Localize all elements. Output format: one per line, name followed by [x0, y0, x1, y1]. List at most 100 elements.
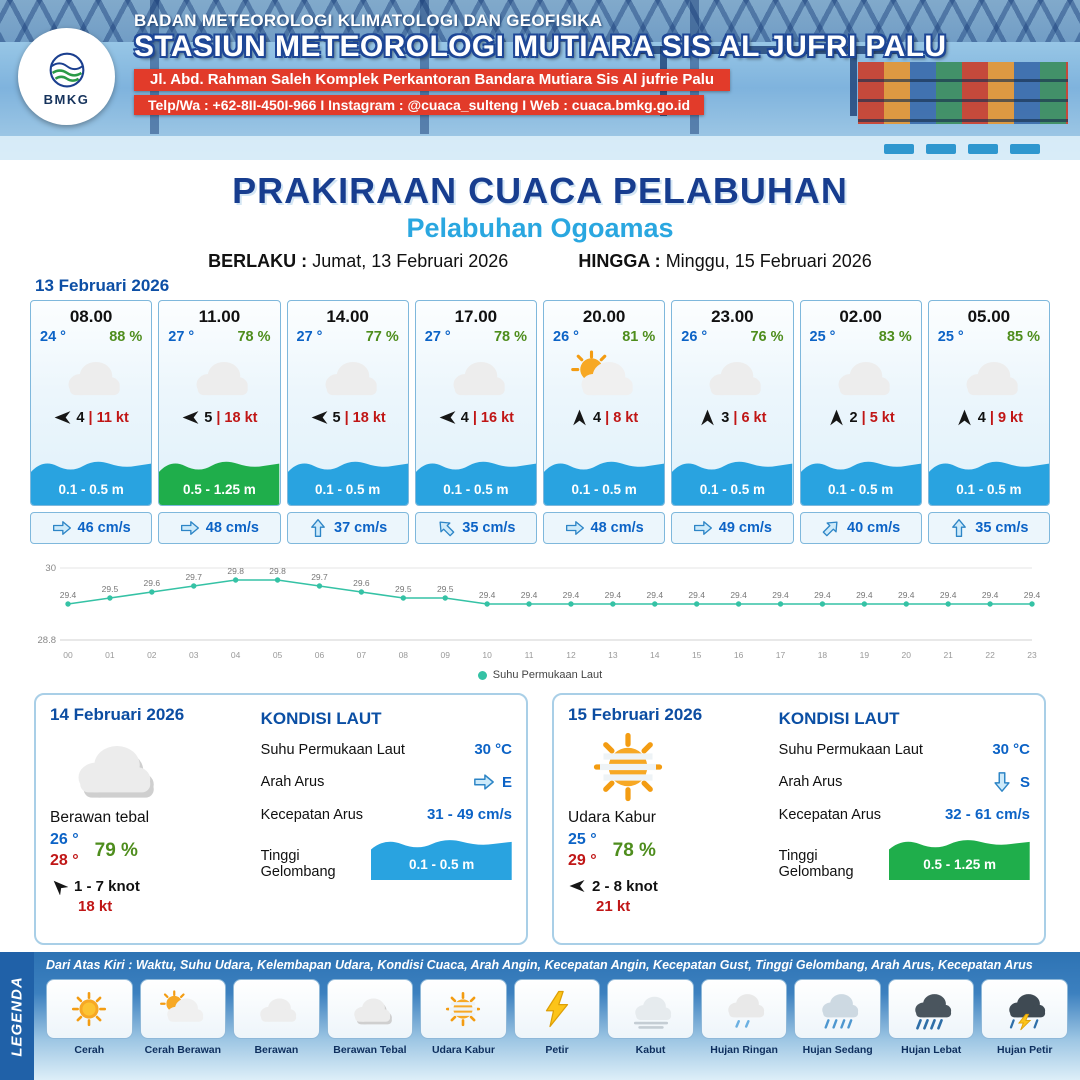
- wind-direction-icon: [438, 408, 457, 427]
- legend-note: Dari Atas Kiri : Waktu, Suhu Udara, Kele…: [46, 958, 1033, 972]
- wind-row: 2 | 5 kt: [801, 408, 921, 427]
- svg-text:07: 07: [357, 650, 367, 660]
- current-speed-label: Kecepatan Arus: [778, 806, 882, 823]
- legend-item: Cerah Berawan: [139, 979, 227, 1056]
- wind-direction-icon: [698, 408, 717, 427]
- legend-item: Hujan Lebat: [887, 979, 975, 1056]
- svg-text:29.5: 29.5: [102, 584, 119, 594]
- forecast-column: 11.00 27 ° 78 % 5 | 18 kt 0.5 - 1.25 m 4…: [158, 300, 281, 544]
- gust-speed: | 11 kt: [88, 409, 129, 426]
- current-direction-icon: [565, 518, 585, 538]
- humidity: 76 %: [750, 329, 784, 345]
- wave-height-label: Tinggi Gelombang: [260, 848, 336, 880]
- svg-text:13: 13: [608, 650, 618, 660]
- legend-item-label: Berawan: [254, 1044, 299, 1056]
- current-speed: 35 cm/s: [975, 520, 1029, 536]
- svg-text:20: 20: [902, 650, 912, 660]
- temp-max: 28 °: [50, 852, 79, 869]
- legend-item-label: Udara Kabur: [431, 1044, 495, 1056]
- forecast-card-14.00: 14.00 27 ° 77 % 5 | 18 kt 0.1 - 0.5 m: [286, 300, 409, 506]
- svg-text:29.4: 29.4: [1024, 590, 1041, 600]
- wave-height-band: 0.1 - 0.5 m: [928, 453, 1049, 505]
- svg-text:29.6: 29.6: [353, 578, 370, 588]
- rain-light-icon: [700, 979, 788, 1039]
- legend-item: Berawan: [233, 979, 320, 1056]
- storm-icon: [981, 979, 1069, 1039]
- current-box: 49 cm/s: [671, 512, 794, 544]
- current-direction-icon: [473, 771, 495, 793]
- sun-cloud-icon: [139, 979, 227, 1039]
- humidity: 78 %: [237, 329, 271, 345]
- legend-item-label: Hujan Lebat: [901, 1044, 962, 1056]
- current-speed: 49 cm/s: [718, 520, 772, 536]
- current-speed: 46 cm/s: [77, 520, 131, 536]
- forecast-time: 08.00: [69, 307, 113, 326]
- svg-text:18: 18: [818, 650, 828, 660]
- current-box: 35 cm/s: [927, 512, 1050, 544]
- legend-item: Udara Kabur: [420, 979, 507, 1056]
- current-direction-label: Arah Arus: [260, 774, 325, 790]
- legend-item: Hujan Ringan: [700, 979, 788, 1056]
- organization-name: BADAN METEOROLOGI KLIMATOLOGI DAN GEOFIS…: [134, 11, 603, 30]
- daily-date: 14 Februari 2026: [50, 705, 185, 724]
- wind-row: 2 - 8 knot: [568, 877, 767, 895]
- forecast-card-02.00: 02.00 25 ° 83 % 2 | 5 kt 0.1 - 0.5 m: [799, 300, 922, 506]
- svg-text:11: 11: [525, 650, 534, 660]
- station-contact: Telp/Wa : +62-8II-450I-966 I Instagram :…: [134, 95, 705, 116]
- forecast-card-23.00: 23.00 26 ° 76 % 3 | 6 kt 0.1 - 0.5 m: [671, 300, 794, 506]
- rain-heavy-icon: [887, 979, 975, 1039]
- cloud-icon: [801, 347, 921, 407]
- forecast-card-20.00: 20.00 26 ° 81 % 4 | 8 kt 0.1 - 0.5 m: [543, 300, 666, 506]
- cloud-icon: [159, 347, 279, 407]
- svg-text:00: 00: [63, 650, 73, 660]
- svg-text:29.4: 29.4: [647, 590, 664, 600]
- forecast-card-11.00: 11.00 27 ° 78 % 5 | 18 kt 0.5 - 1.25 m: [158, 300, 281, 506]
- legend-title: LEGENDA: [8, 975, 26, 1057]
- current-direction-icon: [949, 518, 969, 538]
- bmkg-globe-icon: [49, 52, 84, 87]
- wind-direction-icon: [955, 408, 974, 427]
- forecast-time: 14.00: [326, 307, 369, 326]
- current-direction-icon: [308, 518, 328, 538]
- current-speed: 48 cm/s: [205, 520, 259, 536]
- svg-text:29.4: 29.4: [730, 590, 747, 600]
- wind-direction-icon: [570, 408, 589, 427]
- svg-text:29.4: 29.4: [521, 590, 538, 600]
- current-speed-label: Kecepatan Arus: [260, 806, 364, 823]
- svg-text:29.4: 29.4: [563, 590, 580, 600]
- station-name: STASIUN METEOROLOGI MUTIARA SIS AL JUFRI…: [134, 30, 947, 63]
- current-direction-icon: [180, 518, 200, 538]
- humidity: 78 %: [493, 329, 527, 345]
- wind-row: 1 - 7 knot: [50, 877, 249, 895]
- cloud-icon: [233, 979, 320, 1039]
- wave-height-value: 0.5 - 1.25 m: [182, 482, 256, 497]
- wave-height-value: 0.1 - 0.5 m: [699, 482, 766, 497]
- svg-text:29.4: 29.4: [605, 590, 622, 600]
- wave-height-band: 0.1 - 0.5 m: [672, 453, 793, 505]
- berlaku-value: Jumat, 13 Februari 2026: [312, 251, 509, 271]
- svg-text:17: 17: [776, 650, 786, 660]
- forecast-card-05.00: 05.00 25 ° 85 % 4 | 9 kt 0.1 - 0.5 m: [927, 300, 1050, 506]
- sea-conditions: KONDISI LAUT Suhu Permukaan Laut 30 °C A…: [779, 705, 1030, 935]
- gust-speed: 18 kt: [78, 898, 113, 915]
- current-direction-icon: [991, 771, 1013, 793]
- svg-text:06: 06: [315, 650, 325, 660]
- wind-direction-icon: [568, 877, 586, 895]
- air-temperature: 25 °: [809, 329, 836, 345]
- temp-min: 25 °: [568, 831, 597, 848]
- sst-label: Suhu Permukaan Laut: [778, 741, 923, 758]
- forecast-date: 13 Februari 2026: [35, 276, 170, 295]
- humidity: 88 %: [109, 329, 143, 345]
- wind-speed: 5: [332, 409, 341, 426]
- wind-speed: 2: [849, 409, 858, 426]
- berlaku-label: BERLAKU :: [208, 251, 308, 271]
- humidity: 81 %: [622, 329, 656, 345]
- sst-value: 30 °C: [474, 741, 512, 758]
- series-dot-icon: [477, 670, 487, 680]
- humidity: 77 %: [365, 329, 399, 345]
- forecast-time: 17.00: [454, 307, 498, 326]
- forecast-card-08.00: 08.00 24 ° 88 % 4 | 11 kt 0.1 - 0.5 m: [30, 300, 153, 506]
- svg-text:01: 01: [105, 650, 115, 660]
- svg-text:28.8: 28.8: [38, 635, 57, 646]
- weather-condition: Berawan tebal: [50, 809, 150, 826]
